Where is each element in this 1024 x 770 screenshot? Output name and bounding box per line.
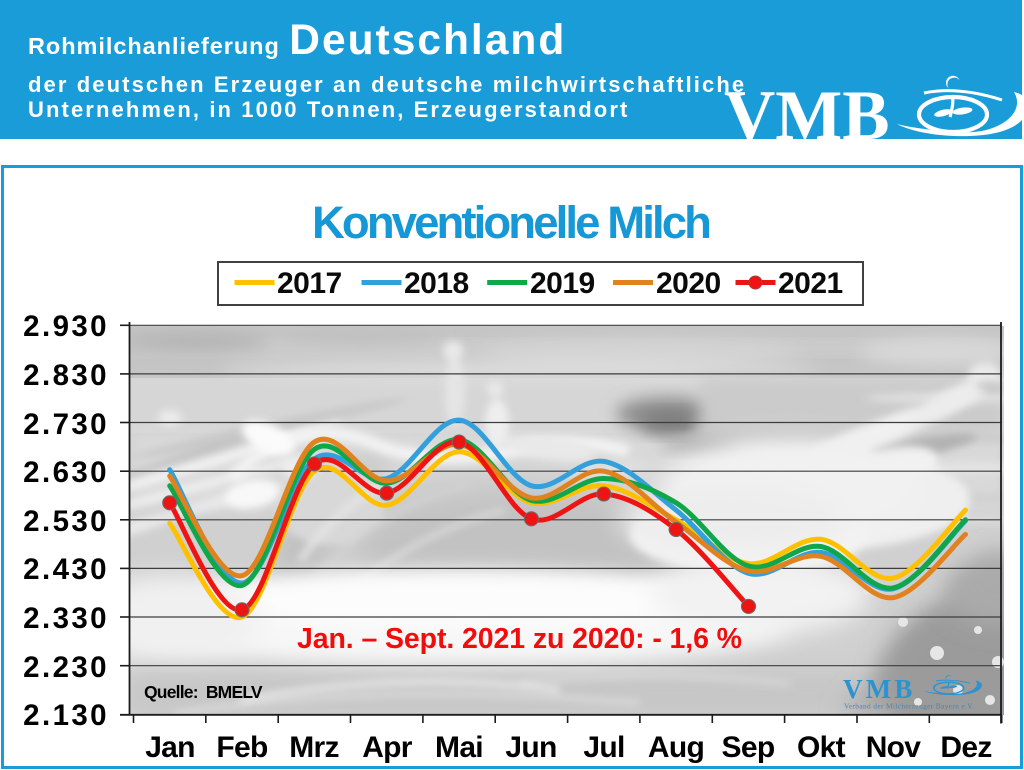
svg-text:VMB: VMB [724,77,890,155]
svg-text:2017: 2017 [277,267,342,300]
svg-text:2020: 2020 [656,267,721,300]
svg-text:VMB: VMB [843,674,916,704]
svg-text:Verband der Milcherzeuger Baye: Verband der Milcherzeuger Bayern e.V. [844,702,974,711]
svg-text:2018: 2018 [404,267,469,300]
svg-text:2021: 2021 [778,267,843,300]
svg-text:2019: 2019 [530,267,595,300]
